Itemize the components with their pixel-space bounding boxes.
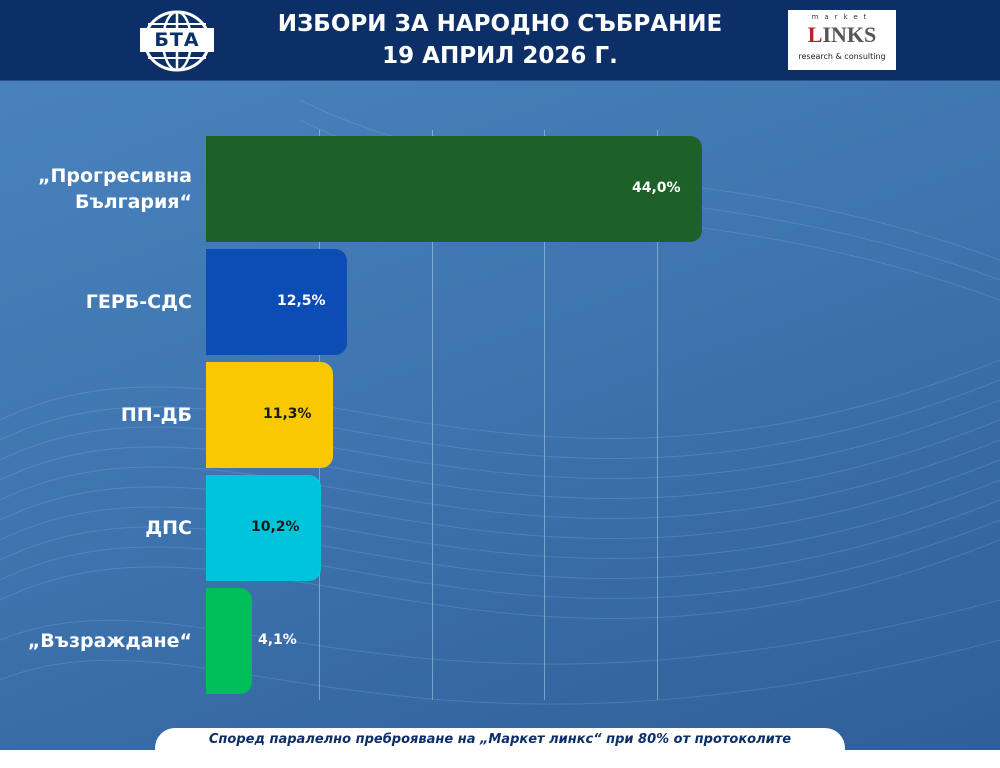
market-links-logo: market LINKS research & consulting: [788, 10, 896, 70]
header-banner: БТА ИЗБОРИ ЗА НАРОДНО СЪБРАНИЕ 19 АПРИЛ …: [0, 0, 1000, 81]
logo-main-rest: INKS: [822, 22, 877, 47]
title-line-1: ИЗБОРИ ЗА НАРОДНО СЪБРАНИЕ: [277, 11, 723, 37]
logo-main-text: LINKS: [788, 22, 896, 48]
page-title: ИЗБОРИ ЗА НАРОДНО СЪБРАНИЕ 19 АПРИЛ 2026…: [250, 8, 750, 72]
bta-logo-text: БТА: [140, 28, 214, 52]
bar: [206, 136, 702, 242]
logo-sub-text: research & consulting: [798, 52, 886, 61]
title-line-2: 19 АПРИЛ 2026 Г.: [382, 43, 618, 69]
footer-text: Според паралелно преброяване на „Маркет …: [208, 732, 792, 747]
background: [0, 0, 1000, 750]
bar-value-label: 44,0%: [632, 180, 681, 196]
bar: [206, 362, 333, 468]
logo-top-text: market: [811, 13, 873, 21]
category-label: ПП-ДБ: [120, 404, 192, 426]
bar-value-label: 11,3%: [263, 406, 312, 422]
gridline: [432, 130, 433, 700]
category-label: „Прогресивна България“: [37, 165, 192, 213]
bar-value-label: 4,1%: [258, 632, 297, 648]
category-label: ДПС: [145, 517, 192, 539]
bar-value-label: 10,2%: [251, 519, 300, 535]
bar-value-label: 12,5%: [277, 293, 326, 309]
bar: [206, 249, 347, 355]
bar: [206, 588, 252, 694]
bta-logo: БТА: [140, 10, 214, 72]
footer-note: Според паралелно преброяване на „Маркет …: [155, 728, 845, 768]
bar: [206, 475, 321, 581]
gridline: [657, 130, 658, 700]
category-label: ГЕРБ-СДС: [85, 291, 192, 313]
logo-main-first: L: [807, 22, 823, 47]
gridline: [544, 130, 545, 700]
category-label: „Възраждане“: [27, 630, 192, 652]
